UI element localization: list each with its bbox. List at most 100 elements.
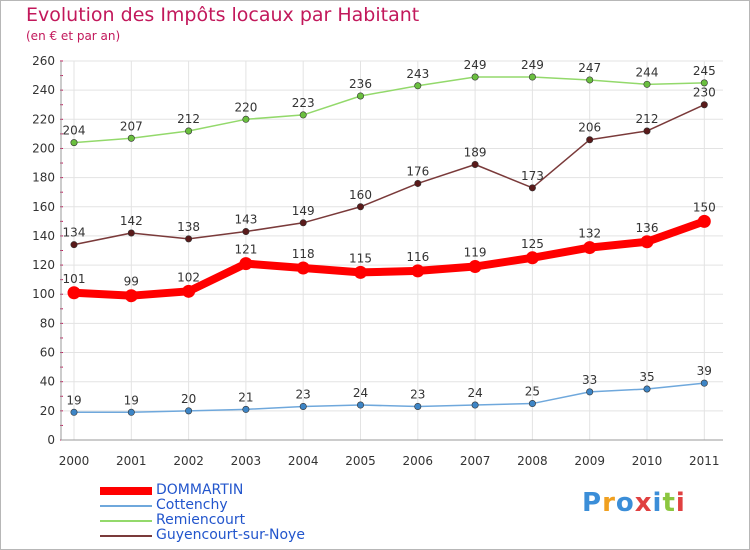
data-label-guyencourt-sur-noye: 206	[578, 121, 601, 135]
chart-subtitle: (en € et par an)	[26, 29, 121, 43]
data-label-dommartin: 99	[124, 275, 139, 289]
line-chart: 0204060801001201401601802002202402602000…	[32, 54, 723, 468]
y-tick-label: 60	[40, 346, 55, 360]
x-tick-label: 2008	[517, 454, 548, 468]
data-point-dommartin	[296, 261, 310, 275]
data-label-cottenchy: 39	[697, 364, 712, 378]
data-point-cottenchy	[127, 408, 135, 416]
data-label-cottenchy: 24	[353, 386, 368, 400]
data-point-guyencourt-sur-noye	[185, 235, 193, 243]
legend-swatch	[100, 520, 152, 522]
data-label-cottenchy: 20	[181, 392, 196, 406]
data-point-remiencourt	[127, 134, 135, 142]
y-tick-label: 200	[32, 141, 55, 155]
data-point-remiencourt	[700, 79, 708, 87]
data-point-cottenchy	[70, 408, 78, 416]
logo-letter: r	[602, 488, 616, 518]
data-point-dommartin	[124, 289, 138, 303]
x-tick-label: 2001	[116, 454, 147, 468]
data-point-cottenchy	[185, 407, 193, 415]
legend-swatch	[100, 535, 152, 537]
data-label-guyencourt-sur-noye: 134	[63, 226, 86, 240]
plot-area	[61, 61, 723, 440]
data-point-cottenchy	[471, 401, 479, 409]
data-point-dommartin	[640, 235, 654, 249]
data-point-guyencourt-sur-noye	[70, 241, 78, 249]
data-label-cottenchy: 19	[66, 393, 81, 407]
data-label-guyencourt-sur-noye: 142	[120, 214, 143, 228]
chart-title: Evolution des Impôts locaux par Habitant	[26, 4, 420, 26]
data-point-guyencourt-sur-noye	[700, 101, 708, 109]
legend-swatch	[100, 487, 152, 495]
data-point-cottenchy	[643, 385, 651, 393]
data-label-guyencourt-sur-noye: 143	[234, 213, 257, 227]
data-label-cottenchy: 24	[467, 386, 482, 400]
logo-letter: i	[675, 488, 686, 518]
data-label-cottenchy: 21	[238, 390, 253, 404]
legend-item-remiencourt: Remiencourt	[100, 512, 360, 529]
data-point-dommartin	[67, 286, 81, 300]
series-line-guyencourt-sur-noye	[73, 103, 706, 246]
data-point-remiencourt	[528, 73, 536, 81]
data-point-guyencourt-sur-noye	[299, 219, 307, 227]
legend-label: Guyencourt-sur-Noye	[156, 527, 305, 543]
data-label-remiencourt: 220	[234, 100, 257, 114]
data-point-cottenchy	[356, 401, 364, 409]
legend-label: Remiencourt	[156, 512, 246, 528]
y-tick-label: 160	[32, 200, 55, 214]
y-tick-label: 220	[32, 112, 55, 126]
data-label-dommartin: 116	[406, 250, 429, 264]
y-tick-label: 0	[47, 433, 55, 447]
data-point-cottenchy	[414, 402, 422, 410]
logo-letter: o	[615, 488, 635, 518]
data-point-remiencourt	[586, 76, 594, 84]
x-tick-label: 2009	[574, 454, 605, 468]
proxiti-logo: Proxiti	[582, 488, 686, 518]
data-point-cottenchy	[586, 388, 594, 396]
data-point-guyencourt-sur-noye	[242, 228, 250, 236]
data-label-remiencourt: 223	[292, 96, 315, 110]
y-tick-label: 140	[32, 229, 55, 243]
legend-item-guyencourt-sur-noye: Guyencourt-sur-Noye	[100, 527, 360, 544]
data-label-dommartin: 125	[521, 237, 544, 251]
legend-label: DOMMARTIN	[156, 482, 244, 498]
data-label-dommartin: 118	[292, 247, 315, 261]
y-tick-label: 20	[40, 404, 55, 418]
x-tick-label: 2002	[173, 454, 204, 468]
data-point-cottenchy	[528, 400, 536, 408]
data-point-remiencourt	[70, 139, 78, 147]
data-point-dommartin	[354, 265, 367, 279]
data-point-remiencourt	[414, 82, 422, 90]
data-point-remiencourt	[299, 111, 307, 119]
data-point-dommartin	[411, 264, 425, 278]
data-point-dommartin	[182, 284, 196, 298]
data-point-cottenchy	[700, 379, 708, 387]
data-point-dommartin	[525, 251, 539, 265]
y-tick-label: 120	[32, 258, 55, 272]
logo-letter: i	[652, 488, 663, 518]
y-tick-label: 40	[40, 375, 55, 389]
logo-letter: x	[634, 488, 653, 518]
data-label-remiencourt: 249	[464, 58, 487, 72]
y-tick-label: 100	[32, 287, 55, 301]
legend-swatch	[100, 505, 152, 507]
data-label-guyencourt-sur-noye: 173	[521, 169, 544, 183]
data-label-remiencourt: 245	[693, 64, 716, 78]
data-point-guyencourt-sur-noye	[586, 136, 594, 144]
data-label-dommartin: 136	[636, 221, 659, 235]
data-point-guyencourt-sur-noye	[356, 203, 364, 211]
data-point-guyencourt-sur-noye	[528, 184, 536, 192]
data-point-dommartin	[239, 257, 253, 271]
data-label-remiencourt: 247	[578, 61, 601, 75]
data-point-dommartin	[697, 214, 711, 228]
x-tick-label: 2004	[288, 454, 319, 468]
x-tick-label: 2000	[59, 454, 90, 468]
logo-letter: P	[582, 488, 603, 518]
legend-item-cottenchy: Cottenchy	[100, 497, 360, 514]
data-point-guyencourt-sur-noye	[643, 127, 651, 135]
data-label-cottenchy: 19	[124, 393, 139, 407]
data-label-remiencourt: 249	[521, 58, 544, 72]
data-point-guyencourt-sur-noye	[414, 179, 422, 187]
data-point-cottenchy	[242, 405, 250, 413]
series-line-cottenchy	[73, 382, 706, 414]
